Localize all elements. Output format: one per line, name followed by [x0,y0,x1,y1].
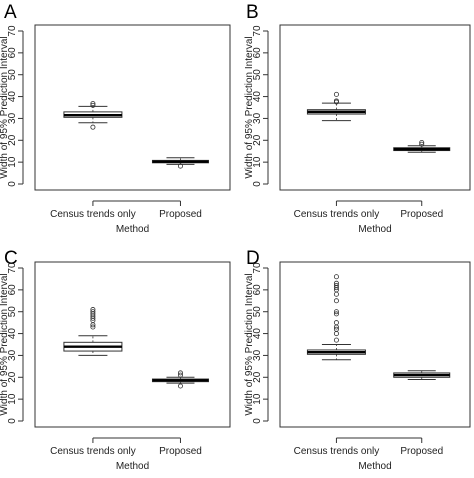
outlier-point [177,372,183,378]
outlier-point [333,320,339,326]
box-0 [306,274,366,361]
y-tick-label: 50 [7,306,18,318]
box-0 [63,101,123,130]
y-tick-label: 0 [7,418,18,424]
y-tick-label: 40 [252,91,263,103]
panel-letter: A [4,2,17,23]
x-axis-title: Method [358,224,391,235]
y-tick-label: 20 [252,371,263,383]
y-axis-title: Width of 95% Prediction Interval [244,273,255,415]
box-1 [151,370,209,389]
y-tick-label: 70 [252,262,263,274]
y-tick-label: 50 [252,306,263,318]
x-tick-label: Proposed [159,446,202,457]
outlier-point [333,309,339,315]
y-tick-label: 10 [252,393,263,405]
plot-frame [279,261,471,428]
box-1 [393,139,451,153]
panel-letter: D [246,248,260,269]
y-tick-label: 30 [252,112,263,124]
y-tick-label: 40 [252,328,263,340]
outlier-point [333,282,339,288]
y-tick-label: 0 [252,181,263,187]
y-tick-label: 20 [7,134,18,146]
box-0 [63,307,123,356]
y-tick-label: 0 [252,418,263,424]
outlier-point [333,331,339,337]
x-tick-label: Census trends only [50,446,136,457]
outlier-point [333,98,339,104]
x-tick-label: Proposed [159,209,202,220]
y-tick-label: 30 [7,112,18,124]
outlier-point [90,102,96,108]
x-axis-title: Method [358,461,391,472]
outlier-point [333,91,339,97]
y-tick-label: 50 [7,69,18,81]
y-tick-label: 30 [7,349,18,361]
outlier-point [90,307,96,313]
x-tick-label: Census trends only [294,209,380,220]
y-axis-title: Width of 95% Prediction Interval [0,273,10,415]
x-tick-label: Proposed [400,446,443,457]
y-tick-label: 10 [7,393,18,405]
y-tick-label: 20 [7,371,18,383]
y-tick-label: 70 [7,25,18,37]
y-tick-label: 50 [252,69,263,81]
y-tick-label: 0 [7,181,18,187]
y-tick-label: 40 [7,328,18,340]
y-axis-title: Width of 95% Prediction Interval [244,36,255,178]
outlier-point [177,163,183,169]
y-tick-label: 60 [7,47,18,59]
box-1 [393,370,451,380]
y-tick-label: 60 [7,284,18,296]
x-tick-label: Proposed [400,209,443,220]
box-0 [306,91,366,122]
y-tick-label: 70 [7,262,18,274]
x-tick-label: Census trends only [50,209,136,220]
x-tick-label: Census trends only [294,446,380,457]
box-1 [151,157,209,169]
y-tick-label: 20 [252,134,263,146]
outlier-point [419,141,425,147]
panel-letter: C [4,248,18,269]
y-tick-label: 60 [252,47,263,59]
x-axis-title: Method [116,224,149,235]
outlier-point [333,280,339,286]
outlier-point [333,326,339,332]
y-tick-label: 40 [7,91,18,103]
plot-frame [34,24,231,191]
panel-letter: B [246,2,259,23]
y-tick-label: 10 [252,156,263,168]
plot-frame [34,261,231,428]
outlier-point [333,291,339,297]
y-tick-label: 70 [252,25,263,37]
outlier-point [90,324,96,330]
outlier-point [90,124,96,130]
outlier-point [177,383,183,389]
outlier-point [333,311,339,317]
x-axis-title: Method [116,461,149,472]
plot-frame [279,24,471,191]
outlier-point [419,139,425,145]
outlier-point [333,274,339,280]
y-tick-label: 60 [252,284,263,296]
outlier-point [90,101,96,107]
y-axis-title: Width of 95% Prediction Interval [0,36,10,178]
outlier-point [333,337,339,343]
outlier-point [177,370,183,376]
y-tick-label: 30 [252,349,263,361]
outlier-point [333,298,339,304]
outlier-point [90,309,96,315]
y-tick-label: 10 [7,156,18,168]
